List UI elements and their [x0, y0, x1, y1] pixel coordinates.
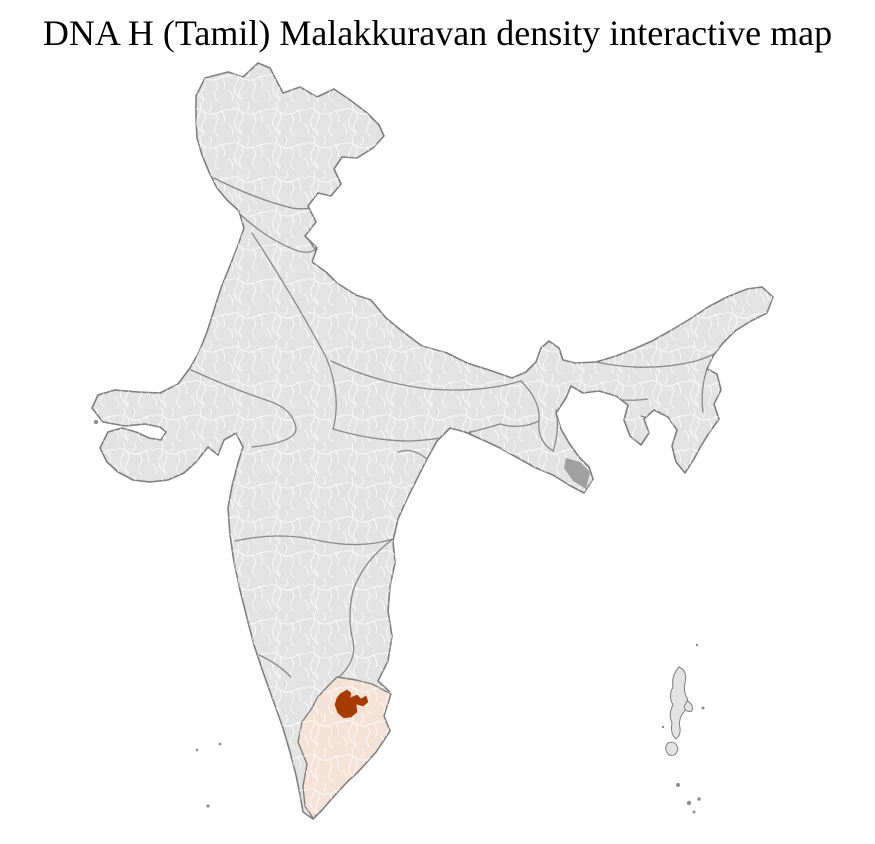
diu-island-speck [93, 419, 99, 425]
district-high-density[interactable] [334, 689, 369, 719]
district-boundaries-mesh [92, 63, 773, 819]
sundarbans-delta-shade [564, 458, 590, 489]
andaman-nicobar-islands[interactable] [661, 643, 705, 814]
map-title: DNA H (Tamil) Malakkuravan density inter… [42, 13, 833, 53]
lakshadweep-islands[interactable] [195, 742, 222, 808]
